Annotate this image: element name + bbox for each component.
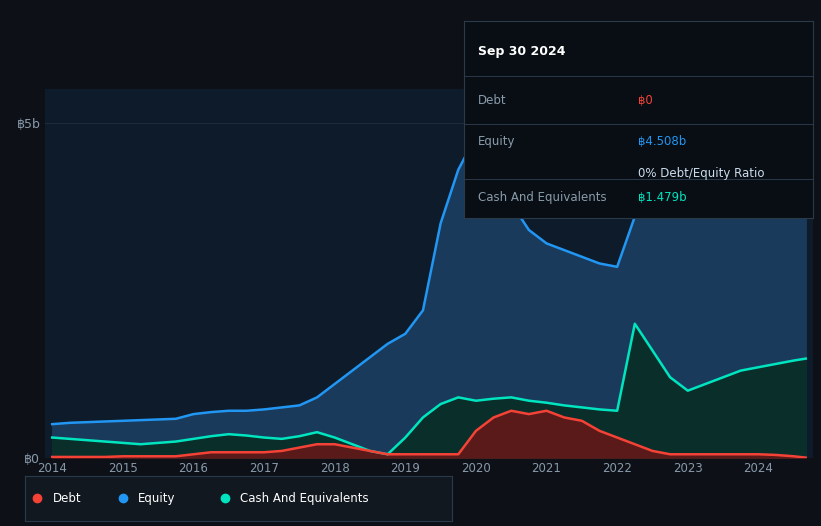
Text: Equity: Equity	[138, 492, 175, 505]
Text: Equity: Equity	[478, 136, 516, 148]
Text: Cash And Equivalents: Cash And Equivalents	[241, 492, 369, 505]
Text: Cash And Equivalents: Cash And Equivalents	[478, 191, 607, 204]
Text: Debt: Debt	[478, 94, 507, 107]
Text: ฿4.508b: ฿4.508b	[639, 136, 686, 148]
Text: Debt: Debt	[53, 492, 81, 505]
Text: ฿0: ฿0	[639, 94, 653, 107]
Text: ฿1.479b: ฿1.479b	[639, 191, 687, 204]
Text: 0% Debt/Equity Ratio: 0% Debt/Equity Ratio	[639, 167, 765, 180]
Text: Sep 30 2024: Sep 30 2024	[478, 45, 566, 58]
